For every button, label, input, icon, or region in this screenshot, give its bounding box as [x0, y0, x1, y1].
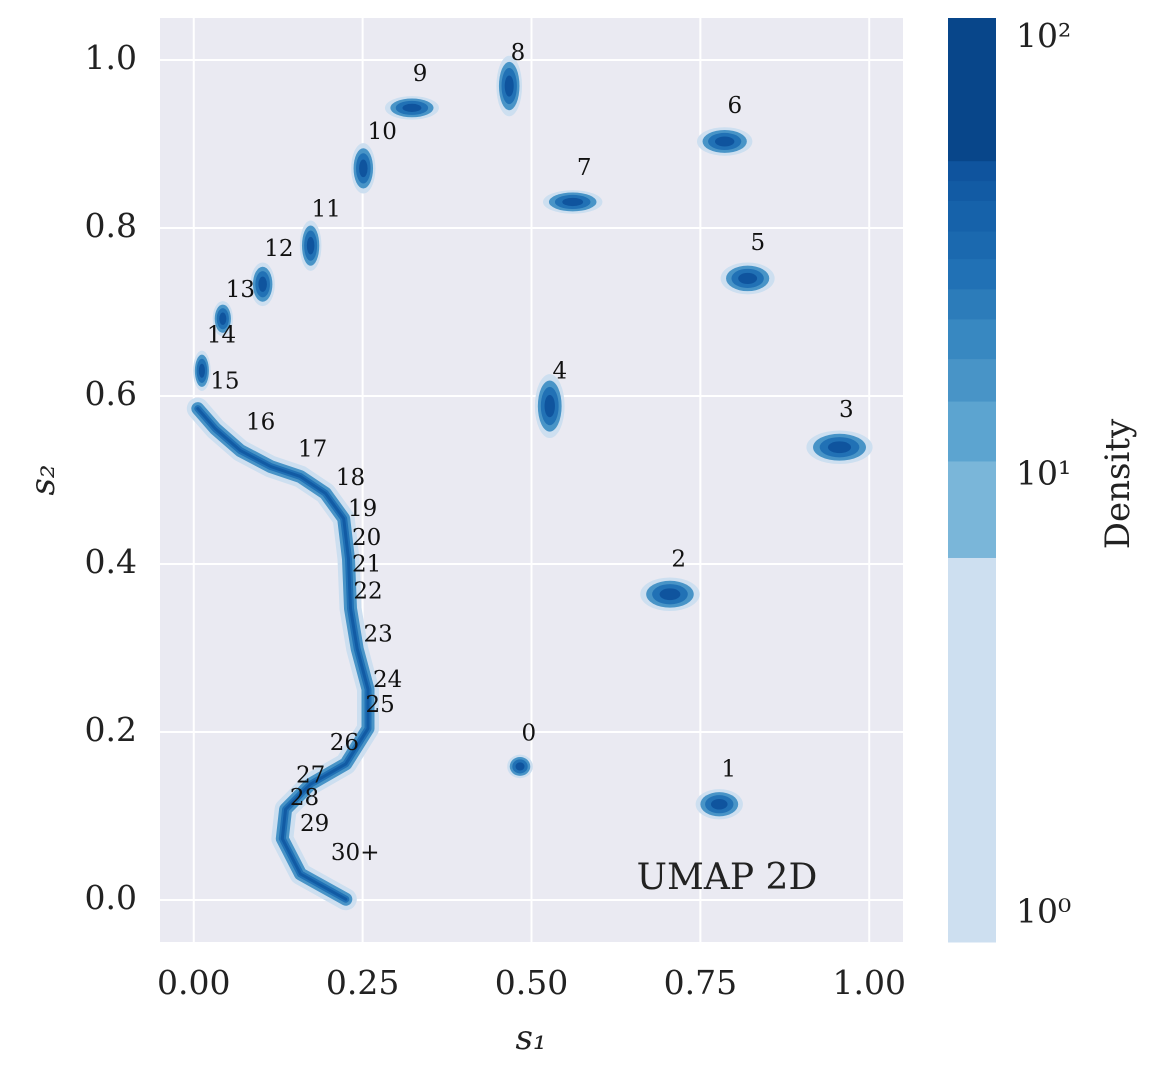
cluster-label: 21	[352, 552, 381, 578]
cluster-label: 1	[721, 757, 736, 783]
density-cluster	[738, 272, 758, 284]
density-cluster	[258, 276, 267, 292]
density-cluster	[359, 159, 368, 178]
density-cluster	[714, 136, 735, 147]
colorbar-level	[948, 288, 996, 320]
colorbar-level	[948, 160, 996, 182]
density-cluster	[711, 798, 728, 810]
colorbar-tick-label: 10¹	[1016, 454, 1071, 493]
cluster-label: 8	[511, 40, 526, 66]
colorbar-level	[948, 200, 996, 232]
corner-text: UMAP 2D	[637, 857, 818, 898]
colorbar-level	[948, 231, 996, 260]
density-cluster	[827, 441, 852, 454]
cluster-label: 17	[298, 437, 327, 463]
density-cluster	[504, 75, 514, 97]
cluster-label: 24	[373, 667, 402, 693]
density-cluster	[659, 588, 681, 601]
cluster-label: 15	[210, 369, 239, 395]
colorbar-level	[948, 258, 996, 290]
y-tick-label: 0.8	[85, 206, 137, 245]
cluster-label: 26	[330, 730, 359, 756]
cluster-label: 13	[226, 277, 255, 303]
density-ridge	[196, 407, 370, 901]
y-tick-label: 0.2	[85, 710, 137, 749]
colorbar-level	[948, 358, 996, 402]
colorbar-level	[948, 18, 996, 162]
grid	[160, 18, 903, 942]
density-cluster	[544, 394, 555, 418]
y-tick-label: 0.0	[85, 878, 137, 917]
x-axis-label: s₁	[515, 1018, 546, 1058]
colorbar-tick-label: 10⁰	[1016, 891, 1071, 930]
y-tick-label: 0.6	[85, 374, 137, 413]
cluster-label: 27	[296, 763, 325, 789]
cluster-label: 4	[553, 358, 568, 384]
y-axis-label: s₂	[23, 464, 63, 495]
cluster-label: 20	[352, 525, 381, 551]
x-tick-label: 0.50	[495, 963, 568, 1002]
colorbar-level	[948, 180, 996, 202]
density-cluster	[219, 312, 227, 325]
cluster-label: 25	[366, 692, 395, 718]
cluster-label: 11	[312, 196, 341, 222]
cluster-label: 0	[521, 721, 536, 747]
cluster-label: 2	[671, 547, 686, 573]
cluster-label: 19	[348, 496, 377, 522]
cluster-label: 14	[207, 322, 236, 348]
cluster-label: 18	[336, 465, 365, 491]
labels: 0.00 0.25 0.50 0.75 1.000.00.20.40.60.81.001…	[85, 38, 906, 1002]
cluster-label: 5	[750, 230, 765, 256]
density-cluster	[515, 762, 525, 771]
cluster-label: 29	[300, 811, 329, 837]
cluster-label: 3	[839, 397, 854, 423]
density-cluster	[306, 236, 315, 255]
marks	[186, 55, 873, 911]
colorbar-level	[948, 557, 996, 943]
colorbar-level	[948, 460, 996, 558]
cluster-label: 7	[577, 155, 592, 181]
density-cluster	[402, 103, 422, 112]
y-tick-label: 0.4	[85, 542, 137, 581]
density-cluster	[198, 363, 205, 378]
y-tick-label: 1.0	[85, 38, 137, 77]
x-tick-label: 0.25	[326, 963, 399, 1002]
x-tick-label: 0.00	[157, 963, 230, 1002]
cluster-label: 22	[353, 579, 382, 605]
colorbar-level	[948, 318, 996, 360]
colorbar-label: Density	[1098, 418, 1138, 549]
x-tick-label: 0.75	[664, 963, 737, 1002]
density-cluster	[562, 197, 584, 207]
colorbar-level	[948, 401, 996, 462]
x-tick-label: 1.00	[832, 963, 905, 1002]
cluster-label: 16	[246, 410, 275, 436]
cluster-label: 28	[290, 785, 319, 811]
cluster-label: 12	[264, 236, 293, 262]
cluster-label: 30+	[331, 840, 380, 866]
cluster-label: 6	[727, 93, 742, 119]
cluster-label: 23	[364, 621, 393, 647]
cluster-label: 9	[413, 61, 428, 87]
cluster-label: 10	[368, 119, 397, 145]
colorbar-tick-label: 10²	[1016, 16, 1071, 55]
